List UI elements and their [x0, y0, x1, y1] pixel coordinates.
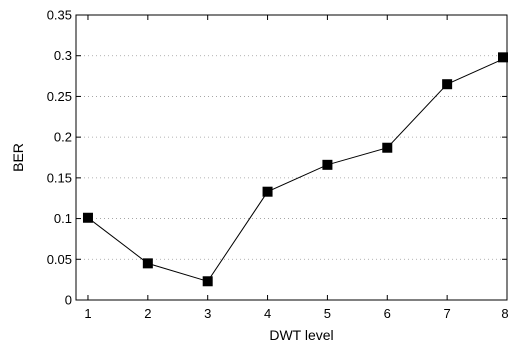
y-tick-label: 0.05 [47, 252, 72, 267]
y-tick-label: 0.15 [47, 170, 72, 185]
y-tick-label: 0.35 [47, 8, 72, 23]
y-tick-label: 0.3 [54, 48, 72, 63]
data-point-marker [262, 186, 273, 197]
data-point-marker [142, 258, 153, 269]
plot-frame [75, 14, 508, 301]
x-tick-label: 4 [264, 306, 271, 321]
x-axis-label: DWT level [269, 327, 333, 343]
y-tick-label: 0.2 [54, 130, 72, 145]
y-tick-label: 0.1 [54, 211, 72, 226]
data-point-marker [442, 79, 453, 90]
y-axis-label: BER [10, 143, 26, 172]
x-tick-label: 3 [204, 306, 211, 321]
x-tick-label: 2 [144, 306, 151, 321]
x-tick-label: 6 [384, 306, 391, 321]
x-tick-label: 5 [324, 306, 331, 321]
y-tick-label: 0 [65, 293, 72, 308]
data-markers [82, 52, 508, 287]
data-point-marker [82, 212, 93, 223]
x-tick-label: 1 [84, 306, 91, 321]
data-point-marker [322, 159, 333, 170]
y-axis-ticks: 0 0.05 0.1 0.15 0.2 0.25 0.3 0.35 [47, 8, 507, 308]
series-line [87, 56, 508, 282]
y-tick-label: 0.25 [47, 89, 72, 104]
x-axis-ticks: 1 2 3 4 5 6 7 8 [84, 15, 509, 321]
data-point-marker [382, 142, 393, 153]
x-tick-label: 7 [444, 306, 451, 321]
x-tick-label: 8 [501, 306, 508, 321]
data-point-marker [498, 52, 508, 63]
data-point-marker [202, 276, 213, 287]
